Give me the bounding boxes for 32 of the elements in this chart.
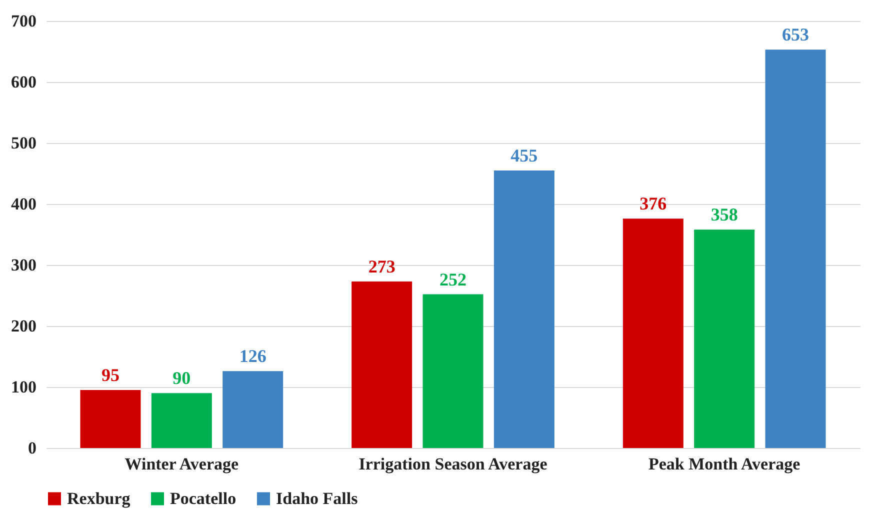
data-label: 252	[440, 269, 466, 290]
y-tick-label: 200	[11, 316, 36, 336]
x-tick-label: Winter Average	[124, 454, 240, 474]
bar	[622, 218, 684, 448]
bar	[765, 50, 826, 448]
bar	[422, 294, 484, 448]
data-label: 273	[368, 256, 396, 276]
y-tick-label: 100	[11, 378, 36, 396]
data-label: 95	[101, 365, 120, 386]
data-label: 376	[640, 194, 667, 214]
bar	[151, 393, 212, 448]
data-label: 90	[172, 368, 191, 388]
y-tick-label: 700	[11, 12, 36, 30]
y-tick-label: 600	[11, 72, 36, 92]
legend-label: Idaho Falls	[276, 488, 358, 508]
y-tick-label: 400	[11, 194, 36, 214]
y-tick-label: 500	[11, 134, 36, 152]
data-label: 455	[510, 145, 538, 166]
data-label: 126	[239, 346, 266, 366]
bar	[494, 170, 554, 448]
bar	[222, 371, 284, 448]
y-tick-label: 0	[28, 438, 36, 458]
data-label: 653	[782, 24, 810, 45]
data-label: 358	[710, 204, 738, 225]
y-tick-label: 300	[11, 256, 36, 274]
bar	[352, 281, 412, 448]
bar	[80, 390, 141, 448]
legend-label: Rexburg	[67, 488, 131, 508]
x-tick-label: Peak Month Average	[648, 454, 801, 474]
bar	[694, 230, 755, 448]
x-tick-label: Irrigation Season Average	[358, 454, 548, 474]
legend-label: Pocatello	[170, 488, 236, 508]
